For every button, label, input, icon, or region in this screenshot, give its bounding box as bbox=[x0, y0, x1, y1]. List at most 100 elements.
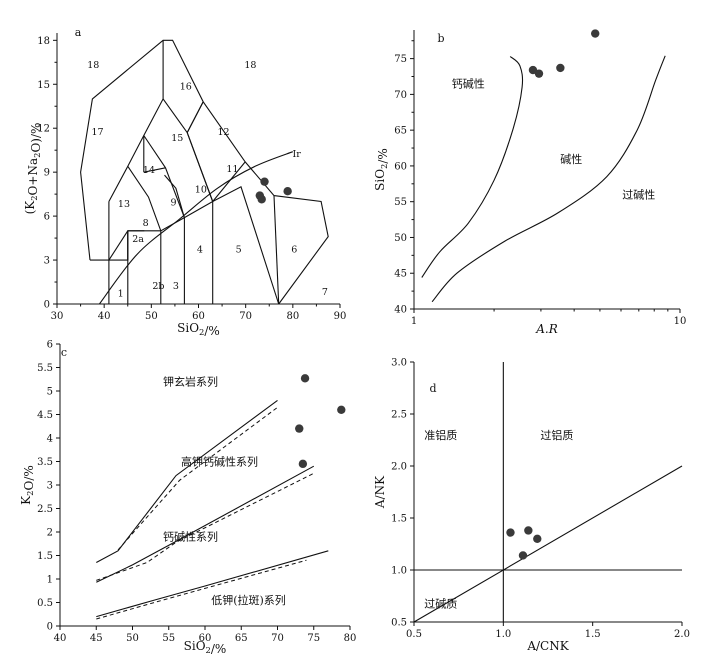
shoshonite-boundary bbox=[96, 399, 278, 563]
y-tick-label: 2.0 bbox=[391, 462, 407, 473]
x-tick-label: 40 bbox=[98, 311, 111, 322]
field-label: 8 bbox=[143, 218, 149, 229]
shoshonite-boundary-dashed bbox=[117, 406, 278, 551]
boundary-line bbox=[212, 161, 246, 202]
y-tick-label: 0 bbox=[44, 300, 50, 311]
boundary-line bbox=[108, 230, 129, 261]
sample-point bbox=[283, 187, 292, 196]
field-label: 低钾(拉斑)系列 bbox=[211, 593, 286, 607]
field-label: 13 bbox=[118, 199, 130, 210]
panel-b-label: b bbox=[437, 32, 444, 45]
equal-line bbox=[413, 465, 683, 623]
field-label: 6 bbox=[291, 244, 297, 255]
field-label: 9 bbox=[170, 197, 176, 208]
y-tick-label: 1.0 bbox=[391, 566, 407, 577]
x-tick-label: 70 bbox=[271, 633, 284, 644]
field-label: 1 bbox=[118, 288, 124, 299]
x-tick-label: 60 bbox=[199, 633, 212, 644]
y-tick-label: 45 bbox=[394, 269, 407, 280]
sample-point bbox=[534, 69, 544, 78]
panel-c-y-label: K2O/% bbox=[19, 465, 36, 505]
x-tick-label: 1 bbox=[411, 316, 417, 327]
high-k-boundary bbox=[96, 465, 315, 583]
y-tick-label: 15 bbox=[37, 80, 50, 91]
y-tick-label: 6 bbox=[44, 212, 50, 223]
boundary-line bbox=[143, 135, 185, 218]
field-label: 17 bbox=[92, 127, 104, 138]
panel-c-label: c bbox=[61, 346, 67, 359]
x-tick-label: 50 bbox=[145, 311, 158, 322]
boundary-line bbox=[127, 165, 162, 231]
low-k-boundary bbox=[96, 550, 329, 618]
field-label: 2b bbox=[152, 281, 164, 292]
panel-a-y-label: (K2O+Na2O)/% bbox=[23, 123, 43, 215]
field-label: 钾玄岩系列 bbox=[163, 375, 218, 389]
y-tick-label: 6 bbox=[47, 340, 53, 351]
sample-point bbox=[337, 405, 346, 414]
x-tick-label: 10 bbox=[674, 316, 687, 327]
field-label: 过碱性 bbox=[622, 188, 655, 202]
sample-point bbox=[295, 424, 304, 433]
panel-a-label: a bbox=[75, 26, 82, 39]
boundary-line bbox=[143, 167, 166, 173]
panel-c-x-label: SiO2/% bbox=[184, 639, 227, 656]
y-tick-label: 5.5 bbox=[37, 363, 53, 374]
field-label: 15 bbox=[171, 133, 183, 144]
field-label: 7 bbox=[322, 287, 328, 298]
sample-point bbox=[518, 551, 528, 560]
y-tick-label: 2 bbox=[47, 528, 53, 539]
y-tick-label: 12 bbox=[37, 124, 50, 135]
sample-point bbox=[524, 526, 533, 535]
calcalkaline-alkaline-boundary bbox=[421, 56, 524, 278]
irvine-line bbox=[98, 151, 293, 305]
x-tick-label: 30 bbox=[51, 311, 64, 322]
y-tick-label: 40 bbox=[394, 305, 407, 316]
y-tick-label: 0.5 bbox=[391, 618, 407, 629]
panel-a-x-label: SiO2/% bbox=[177, 321, 220, 338]
field-label: 高钾钙碱性系列 bbox=[181, 455, 258, 469]
y-tick-label: 3 bbox=[47, 481, 53, 492]
x-tick-label: 45 bbox=[90, 633, 103, 644]
x-tick-label: 70 bbox=[239, 311, 252, 322]
y-tick-label: 4 bbox=[47, 434, 53, 445]
y-tick-label: 2.5 bbox=[37, 504, 53, 515]
panel-d-y-label: A/NK bbox=[373, 475, 387, 509]
sample-point bbox=[298, 459, 308, 469]
y-tick-label: 2.5 bbox=[391, 410, 407, 421]
x-tick-label: 80 bbox=[286, 311, 299, 322]
y-tick-label: 60 bbox=[394, 161, 407, 172]
y-tick-label: 70 bbox=[394, 90, 407, 101]
field-boundary bbox=[108, 186, 280, 305]
x-tick-label: 0.5 bbox=[406, 629, 422, 640]
panel-a: 30 40 50 60 70 80 900369121518aSiO2/%(K2O+Na2O… bbox=[23, 26, 346, 338]
x-tick-label: 40 bbox=[54, 633, 67, 644]
boundary-line bbox=[186, 101, 204, 133]
y-tick-label: 0 bbox=[47, 622, 53, 633]
field-label: 14 bbox=[143, 165, 155, 176]
panel-d-label: d bbox=[429, 382, 436, 395]
sample-point bbox=[260, 177, 269, 186]
panel-c: 40 45 50 55 60 65 70 75 80 0 0.5 1 1.5 2 2.5 3 3.5 4 4.5 5 5… bbox=[19, 340, 356, 657]
high-k-boundary-dashed bbox=[96, 472, 315, 581]
field-label: 18 bbox=[87, 60, 99, 71]
panel-d: 0.5 1.0 1.5 2.0 0.5 1.0 1.5 2.0 2.5 3.0 d A/CNK A/NK… bbox=[373, 358, 690, 654]
x-tick-label: 75 bbox=[307, 633, 320, 644]
y-tick-label: 9 bbox=[44, 168, 50, 179]
field-boundary bbox=[80, 39, 329, 305]
field-label: 11 bbox=[226, 164, 238, 175]
panel-b-y-label: SiO2/% bbox=[373, 148, 390, 191]
field-label: 18 bbox=[244, 60, 256, 71]
field-label: 10 bbox=[195, 184, 207, 195]
y-tick-label: 65 bbox=[394, 126, 407, 137]
sample-point bbox=[533, 534, 542, 543]
y-tick-label: 4.5 bbox=[37, 410, 53, 421]
x-tick-label: 60 bbox=[192, 311, 205, 322]
field-label: 12 bbox=[217, 127, 229, 138]
y-tick-label: 75 bbox=[394, 54, 407, 65]
sample-point bbox=[556, 63, 565, 73]
field-label: 3 bbox=[173, 281, 179, 292]
sample-point bbox=[506, 528, 515, 537]
y-tick-label: 3 bbox=[44, 256, 50, 267]
